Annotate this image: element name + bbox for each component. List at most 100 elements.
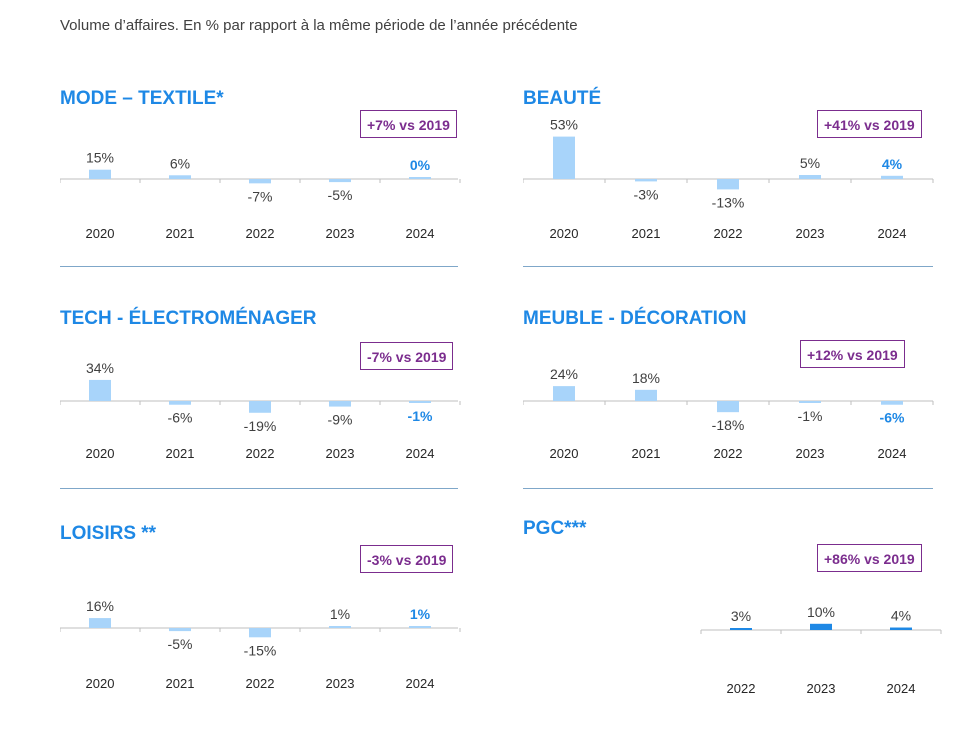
panel-title: TECH - ÉLECTROMÉNAGER [60,308,317,329]
data-label: -5% [168,636,193,652]
panel-title: LOISIRS ** [60,523,157,544]
data-label: -15% [244,642,277,658]
bar [635,179,657,182]
bar [89,379,111,401]
vs-2019-badge: -3% vs 2019 [360,545,454,573]
data-label: 16% [86,598,114,614]
category-label: 2022 [246,446,275,461]
category-label: 2022 [714,446,743,461]
bar [169,175,191,179]
bar [810,623,832,630]
category-label: 2021 [166,446,195,461]
panel-beaute: BEAUTÉ +41% vs 2019 53% 2020 -3% 2021 -13% 20… [523,88,943,288]
data-label: 5% [800,155,820,171]
bar [881,401,903,405]
category-label: 2023 [326,676,355,691]
bar-chart-mode-textile: 15% 2020 6% 2021 -7% 2022 -5% 2023 0% 2024 [60,150,461,241]
data-label: -18% [712,417,745,433]
bar [169,401,191,405]
category-label: 2022 [246,226,275,241]
category-label: 2024 [878,226,907,241]
data-label: 0% [410,157,431,173]
data-label: 3% [731,608,751,624]
bar-chart-tech-electromenager: 34% 2020 -6% 2021 -19% 2022 -9% 2023 -1% 2024 [60,360,461,461]
vs-2019-badge: +41% vs 2019 [817,110,922,138]
data-label: -13% [712,194,745,210]
bar [409,401,431,403]
data-label: -3% [634,186,659,202]
bar [89,169,111,179]
data-label: -1% [798,408,823,424]
panel-pgc: PGC*** +86% vs 2019 3% 2022 10% 2023 4% 2024 [523,518,943,718]
data-label: 1% [410,606,431,622]
data-label: 53% [550,118,578,133]
bar [329,179,351,183]
panel-title: PGC*** [523,518,587,539]
data-label: -1% [408,408,433,424]
category-label: 2021 [632,226,661,241]
category-label: 2022 [727,681,756,696]
panel-meuble-decoration: MEUBLE - DÉCORATION +12% vs 2019 24% 2020… [523,308,943,508]
data-label: 15% [86,150,114,166]
data-label: 6% [170,155,190,171]
bar [881,175,903,179]
category-label: 2024 [887,681,916,696]
data-label: -19% [244,418,277,434]
category-label: 2022 [246,676,275,691]
category-label: 2021 [166,226,195,241]
separator-line [523,488,933,489]
page-subtitle: Volume d’affaires. En % par rapport à la… [60,17,578,34]
bar [409,626,431,628]
bar-chart-pgc: 3% 2022 10% 2023 4% 2024 [700,604,942,696]
category-label: 2024 [406,446,435,461]
vs-2019-badge: -7% vs 2019 [360,342,454,370]
separator-line [523,266,933,267]
bar [249,179,271,184]
category-label: 2024 [406,676,435,691]
bar-chart-beaute: 53% 2020 -3% 2021 -13% 2022 5% 2023 4% 2024 [523,118,934,241]
bar [635,389,657,401]
panel-title: BEAUTÉ [523,88,602,109]
data-label: 18% [632,370,660,386]
category-label: 2023 [807,681,836,696]
category-label: 2020 [550,446,579,461]
data-label: 34% [86,360,114,376]
category-label: 2023 [326,446,355,461]
data-label: -7% [248,188,273,204]
bar [89,618,111,628]
category-label: 2023 [796,446,825,461]
bar [717,401,739,413]
category-label: 2023 [796,226,825,241]
panel-title: MODE – TEXTILE* [60,88,224,109]
data-label: 4% [891,608,911,624]
bar [409,177,431,179]
bar [553,386,575,401]
bar [249,401,271,413]
category-label: 2020 [550,226,579,241]
category-label: 2021 [166,676,195,691]
bar [553,136,575,179]
bar [329,626,351,628]
bar-chart-meuble-decoration: 24% 2020 18% 2021 -18% 2022 -1% 2023 -6% 2024 [523,366,934,461]
data-label: -9% [328,412,353,428]
data-label: -6% [168,410,193,426]
bar [249,628,271,638]
bar [329,401,351,407]
panel-title: MEUBLE - DÉCORATION [523,308,747,329]
panel-tech-electromenager: TECH - ÉLECTROMÉNAGER -7% vs 2019 34% 202… [60,308,480,508]
data-label: 4% [882,156,903,172]
category-label: 2020 [86,446,115,461]
bar [730,628,752,630]
bar [799,175,821,179]
category-label: 2021 [632,446,661,461]
category-label: 2024 [878,446,907,461]
data-label: 10% [807,604,835,620]
panel-mode-textile: MODE – TEXTILE* +7% vs 2019 15% 2020 6% 202… [60,88,480,288]
bar [799,401,821,403]
bar [890,627,912,630]
data-label: -5% [328,187,353,203]
bar-chart-loisirs: 16% 2020 -5% 2021 -15% 2022 1% 2023 1% 2024 [60,598,461,691]
data-label: 24% [550,366,578,382]
category-label: 2020 [86,676,115,691]
bar [717,179,739,190]
